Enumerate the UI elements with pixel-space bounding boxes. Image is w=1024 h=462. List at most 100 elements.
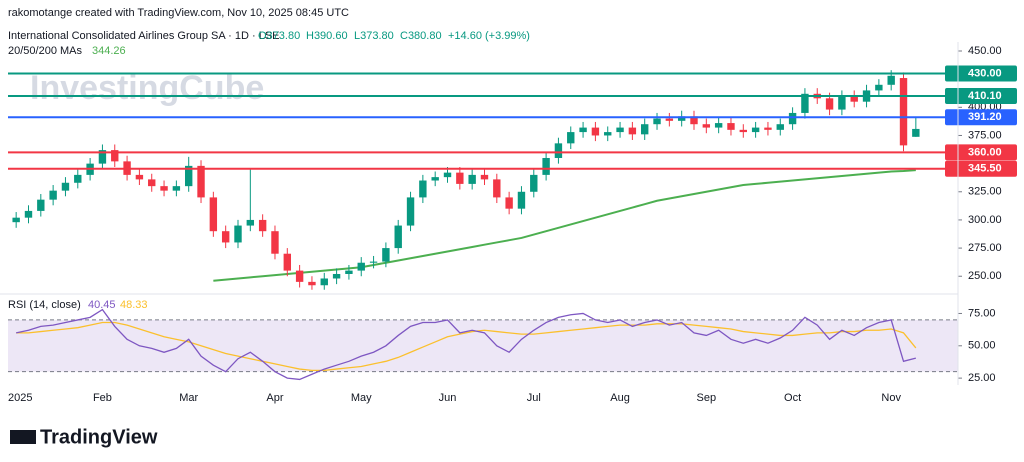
ma-line: [213, 169, 916, 282]
rsi-label: RSI (14, close): [8, 299, 81, 311]
candle-body: [406, 197, 415, 226]
y-tick-label: 325.00: [968, 186, 1002, 198]
y-tick-label: 25.00: [968, 372, 996, 384]
x-tick-label: 2025: [8, 392, 32, 404]
x-tick-label: Jun: [439, 392, 457, 404]
candle-body: [382, 248, 390, 262]
candle-body: [838, 96, 846, 110]
candle-body: [258, 219, 267, 232]
candle-body: [209, 197, 218, 232]
candle-body: [850, 96, 858, 102]
ohlc-change: +14.60 (+3.99%): [448, 30, 530, 42]
rsi-line: [16, 308, 916, 381]
candle-body: [74, 174, 82, 183]
y-tick-label: 450.00: [968, 45, 1002, 57]
x-tick-label: Feb: [93, 392, 112, 404]
y-tick-label: 275.00: [968, 242, 1002, 254]
logo-text: TradingView: [40, 426, 158, 448]
candle-body: [443, 172, 452, 178]
symbol: International Consolidated Airlines Grou…: [8, 30, 279, 42]
candle-body: [702, 124, 711, 128]
candle-body: [616, 127, 624, 133]
ohlc-open: O373.80: [258, 30, 300, 42]
x-tick-label: Sep: [697, 392, 717, 404]
candle-body: [591, 127, 600, 136]
ohlc-low: L373.80: [354, 30, 394, 42]
candle-body: [135, 174, 144, 180]
candle-body: [431, 177, 439, 181]
candle-body: [641, 124, 649, 135]
credit: rakomotange created with TradingView.com…: [8, 7, 349, 19]
candle-body: [801, 93, 809, 113]
candle-body: [357, 262, 365, 271]
logo-mark: [10, 430, 36, 444]
candle-body: [468, 174, 476, 184]
candle-body: [172, 186, 181, 191]
candle-body: [295, 270, 304, 282]
x-tick-label: Apr: [266, 392, 283, 404]
ohlc-close: C380.80: [400, 30, 442, 42]
candle-body: [345, 270, 353, 274]
candle-body: [776, 124, 784, 130]
level-label-box: [945, 160, 1017, 177]
rsi-value: 40.45: [88, 299, 116, 311]
candle-body: [12, 217, 20, 223]
candle-body: [283, 253, 291, 271]
watermark: InvestingCube: [30, 69, 264, 107]
ma-value: 344.26: [92, 45, 126, 57]
candle-body: [517, 191, 526, 209]
level-label: 345.50: [968, 163, 1002, 175]
candle-body: [530, 174, 538, 192]
level-label: 430.00: [968, 67, 1002, 79]
rsi-ma-line: [16, 321, 917, 372]
candle-body: [160, 186, 168, 191]
candle-body: [148, 179, 156, 187]
ma-label: 20/50/200 MAs: [8, 45, 82, 57]
level-label: 391.20: [968, 111, 1002, 123]
level-label: 410.10: [968, 90, 1002, 102]
candle-body: [369, 261, 378, 263]
candle-body: [332, 273, 341, 279]
candle-body: [604, 132, 612, 136]
candle-body: [320, 278, 328, 286]
y-tick-label: 50.00: [968, 340, 996, 352]
candle-body: [98, 150, 107, 164]
y-tick-label: 250.00: [968, 270, 1002, 282]
candle-body: [493, 179, 501, 198]
candle-body: [579, 127, 587, 133]
candle-body: [456, 172, 464, 184]
candle-body: [899, 78, 908, 146]
candle-body: [308, 281, 316, 286]
level-label-box: [945, 87, 1017, 104]
level-label-box: [945, 144, 1017, 161]
x-tick-label: Oct: [784, 392, 801, 404]
candle-body: [567, 132, 575, 144]
rsi-pane: 25.00 50.00 75.00: [8, 307, 996, 384]
candle-body: [875, 84, 883, 91]
candle-body: [271, 231, 279, 254]
candle-body: [825, 98, 834, 110]
rsi-ma-value: 48.33: [120, 299, 148, 311]
candle-body: [24, 210, 33, 218]
candle-body: [542, 157, 550, 175]
x-tick-label: Nov: [881, 392, 901, 404]
candle-body: [49, 190, 57, 200]
candle-body: [653, 118, 661, 125]
x-tick-label: Mar: [179, 392, 198, 404]
candle-body: [690, 116, 698, 125]
candle-body: [764, 127, 772, 130]
x-tick-label: Jul: [527, 392, 541, 404]
candle-body: [111, 150, 119, 162]
y-tick-label: 375.00: [968, 129, 1002, 141]
candle-body: [61, 182, 70, 191]
x-axis: 2025 Feb Mar Apr May Jun Jul Aug Sep Oct Nov: [8, 392, 901, 404]
candle-body: [37, 199, 45, 211]
candle-body: [912, 128, 920, 137]
candle-body: [751, 127, 760, 133]
price-pane: 250.00275.00300.00325.00375.00400.00450.…: [8, 45, 1017, 290]
candle-body: [665, 118, 674, 121]
level-label-box: [945, 109, 1017, 126]
y-tick-label: 75.00: [968, 307, 996, 319]
candle-body: [480, 174, 489, 180]
